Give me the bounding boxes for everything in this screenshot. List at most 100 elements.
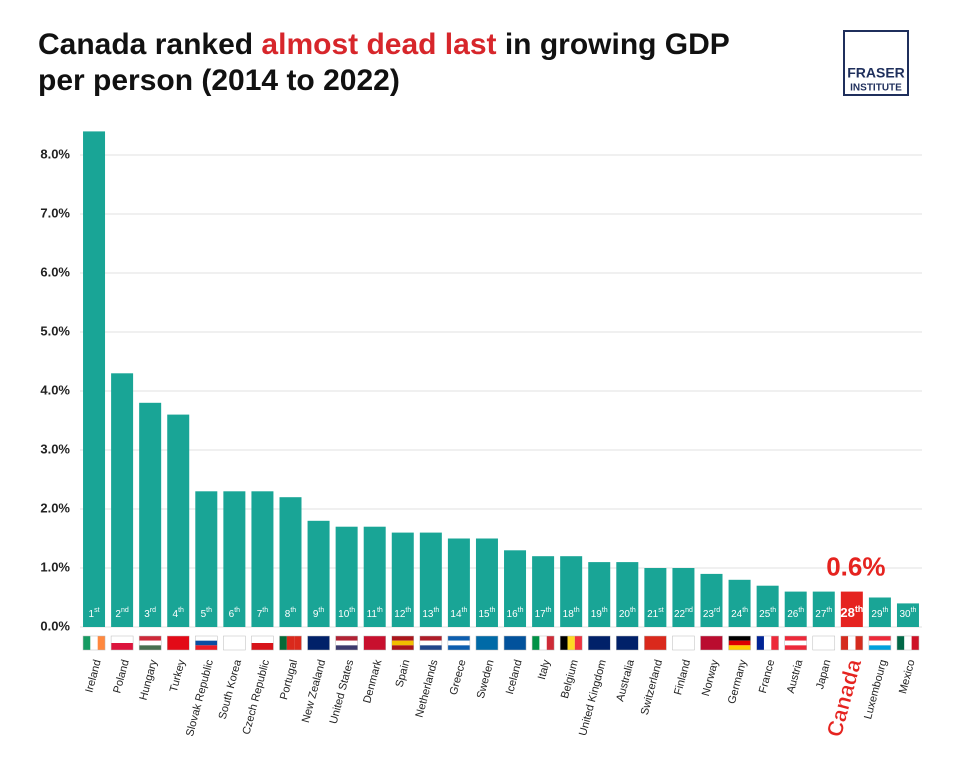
flag	[531, 635, 555, 651]
rank-number: 5	[201, 609, 207, 620]
flag-stripe	[560, 636, 568, 650]
flag-stripe	[756, 636, 764, 650]
flag	[756, 635, 779, 651]
flag-border	[251, 635, 274, 651]
rank-label: 28th	[840, 604, 863, 620]
bar	[756, 585, 779, 627]
flag-stripe	[588, 636, 611, 650]
flag-border	[279, 635, 302, 651]
rank-number: 1	[89, 609, 95, 620]
rank-label: 27th	[815, 607, 832, 620]
bar	[700, 573, 723, 627]
rank-label: 29th	[871, 607, 888, 620]
bar	[335, 526, 358, 627]
bar	[504, 550, 527, 627]
flag-stripe	[307, 636, 330, 650]
flag	[784, 635, 807, 651]
flag-stripe	[616, 636, 639, 650]
flag-stripe	[391, 640, 414, 646]
rank-suffix: th	[290, 607, 296, 614]
rank-number: 14	[450, 609, 462, 620]
rank-suffix: th	[178, 607, 184, 614]
flag-stripe	[868, 640, 891, 646]
rank-number: 23	[703, 609, 715, 620]
x-tick-label: Italy	[536, 658, 553, 681]
flag-border	[531, 635, 555, 651]
flag-border	[307, 635, 330, 651]
rank-number: 18	[563, 609, 575, 620]
y-tick-label: 5.0%	[40, 323, 70, 338]
flag-border	[419, 635, 443, 651]
title-highlight: almost dead last	[261, 28, 496, 61]
flag-stripe	[111, 643, 134, 650]
flag-border	[138, 635, 162, 651]
flag-stripe	[335, 645, 358, 650]
y-tick-label: 1.0%	[40, 559, 70, 574]
bar	[644, 568, 667, 627]
flag-stripe	[447, 636, 470, 641]
flag	[587, 635, 611, 651]
flag-stripe	[419, 640, 442, 646]
flag-border	[363, 635, 386, 651]
value-label: 0.6%	[826, 551, 885, 581]
bar	[560, 556, 583, 627]
rank-number: 10	[338, 609, 350, 620]
rank-suffix: nd	[685, 607, 693, 614]
bar	[672, 568, 695, 627]
y-tick-label: 4.0%	[40, 382, 70, 397]
bar	[475, 538, 498, 627]
rank-label: 14th	[450, 607, 467, 620]
rank-suffix: th	[206, 607, 212, 614]
flag	[363, 635, 386, 651]
bar	[447, 538, 470, 627]
flag	[166, 635, 190, 651]
flag-stripe	[139, 640, 162, 646]
flag-stripe	[539, 636, 547, 650]
bar	[195, 491, 218, 627]
flag-stripe	[504, 636, 527, 650]
flag-stripe	[784, 636, 807, 641]
title-part: Canada ranked	[38, 28, 261, 61]
rank-number: 9	[313, 609, 319, 620]
rank-number: 26	[787, 609, 799, 620]
bar	[784, 591, 807, 627]
rank-label: 30th	[899, 607, 916, 620]
rank-suffix: th	[405, 607, 411, 614]
flag-stripe	[896, 636, 905, 650]
flag-stripe	[728, 636, 751, 641]
rank-number: 22	[674, 609, 686, 620]
rank-label: 2nd	[115, 607, 128, 620]
rank-label: 1st	[89, 607, 100, 620]
flag-stripe	[855, 636, 863, 650]
rank-suffix: nd	[121, 607, 129, 614]
rank-number: 12	[394, 609, 406, 620]
rank-label: 22nd	[674, 607, 693, 620]
flag-stripe	[574, 636, 583, 650]
flag-stripe	[904, 636, 912, 650]
flag	[700, 635, 723, 651]
flag-stripe	[784, 645, 807, 650]
flag-border	[110, 635, 134, 651]
flag	[672, 635, 695, 651]
flag-stripe	[83, 636, 91, 650]
flag-stripe	[567, 636, 575, 650]
flag-border	[812, 635, 836, 651]
rank-label: 6th	[229, 607, 241, 620]
flag	[110, 635, 134, 651]
rank-suffix: th	[262, 607, 268, 614]
flag-stripe	[784, 640, 807, 646]
flag-stripe	[363, 636, 386, 650]
rank-label: 12th	[394, 607, 411, 620]
rank-label: 25th	[759, 607, 776, 620]
chart-title: per person (2014 to 2022)	[38, 64, 400, 97]
flag	[223, 635, 246, 651]
flag-border	[475, 635, 499, 651]
flag-stripe	[644, 636, 667, 650]
flag-stripe	[195, 636, 218, 641]
flag-stripe	[848, 636, 856, 650]
rank-number: 17	[535, 609, 547, 620]
bar	[363, 526, 386, 627]
flag-stripe	[335, 640, 358, 646]
flag-stripe	[195, 645, 218, 650]
